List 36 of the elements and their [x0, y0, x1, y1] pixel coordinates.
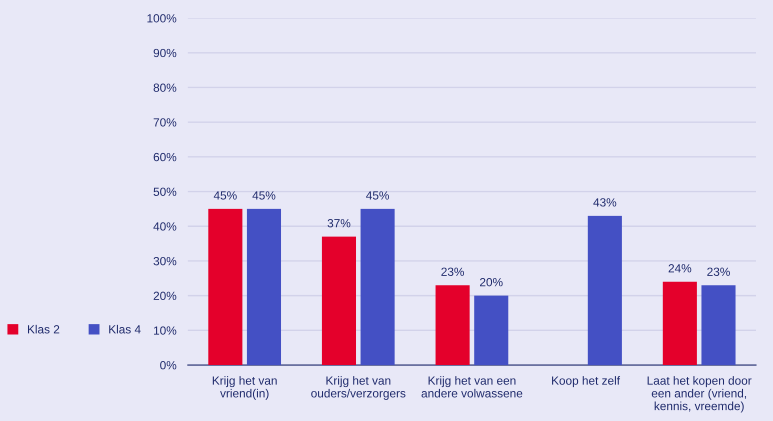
data-label: 23%: [707, 268, 730, 276]
y-tick-label: 90%: [154, 48, 176, 58]
y-tick-label: 60%: [154, 152, 176, 162]
data-label: 23%: [441, 268, 464, 276]
data-label: 20%: [480, 278, 503, 286]
y-tick-label: 40%: [153, 222, 176, 231]
bar: [588, 216, 622, 366]
y-tick-label: 10%: [154, 326, 176, 335]
bar: [322, 236, 356, 366]
bar: [208, 208, 242, 366]
y-tick-label: 70%: [154, 118, 176, 127]
x-tick-label: Laat het kopen door een ander (vriend, kennis, vreemde): [648, 376, 752, 413]
bar: [436, 285, 470, 366]
data-label: 45%: [252, 191, 276, 200]
data-label: 45%: [214, 191, 237, 200]
data-label: 24%: [668, 264, 692, 272]
x-tick-label: Krijg het van ouders/verzorgers: [311, 376, 406, 400]
y-tick-label: 0%: [160, 361, 176, 370]
bar: [662, 282, 697, 366]
y-tick-label: 100%: [147, 14, 176, 22]
bar: [360, 208, 395, 366]
bar: [474, 296, 508, 366]
bar: [701, 285, 736, 366]
legend-label: Klas 4: [109, 324, 141, 334]
data-label: 37%: [328, 219, 350, 228]
bar: [246, 208, 282, 366]
legend-label: Klas 2: [28, 324, 60, 334]
y-tick-label: 50%: [154, 188, 176, 196]
x-tick-label: Krijg het van vriend(in): [212, 376, 277, 400]
data-label: 43%: [593, 198, 616, 207]
x-tick-label: Krijg het van een andere volwassene: [422, 376, 522, 398]
y-tick-label: 20%: [154, 292, 176, 300]
data-label: 45%: [366, 191, 389, 200]
x-tick-label: Koop het zelf: [552, 376, 620, 388]
y-tick-label: 30%: [154, 256, 176, 266]
y-tick-label: 80%: [154, 84, 176, 92]
